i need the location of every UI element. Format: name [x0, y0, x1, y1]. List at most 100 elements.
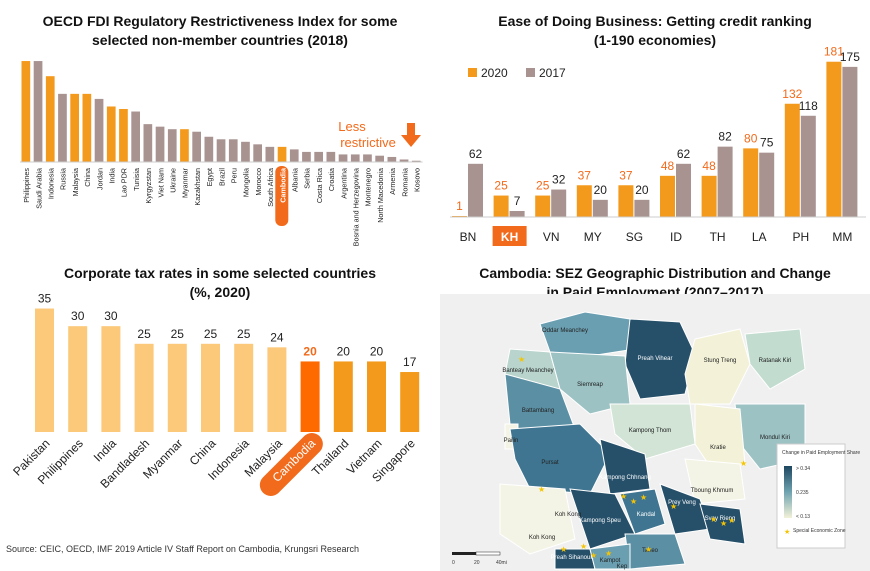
- province-tboung-khmum: [684, 458, 746, 505]
- fdi-bar: [106, 106, 116, 162]
- fdi-chart-panel: OECD FDI Regulatory Restrictiveness Inde…: [0, 0, 440, 262]
- fdi-bar: [45, 76, 55, 162]
- fdi-category-label: Montenegro: [364, 168, 373, 206]
- label-siemreap: Siemreap: [577, 382, 603, 388]
- credit-bar-2017: [634, 199, 650, 217]
- tax-chart-plot: 35Pakistan30Philippines30India25Bandlade…: [10, 292, 420, 497]
- fdi-category-label: North Macedonia: [376, 168, 385, 223]
- tax-value-label: 20: [337, 344, 351, 358]
- fdi-bar: [21, 61, 31, 162]
- credit-value-label: 25: [536, 179, 550, 193]
- fdi-bar: [302, 151, 311, 162]
- sez-star: ★: [640, 493, 647, 502]
- fdi-bar: [94, 98, 104, 162]
- svg-text:< 0.13: < 0.13: [796, 514, 810, 520]
- province-kampong-thom: [609, 403, 696, 460]
- credit-category-label: SG: [626, 230, 643, 244]
- fdi-bar: [228, 139, 238, 162]
- credit-bar-2020: [576, 185, 592, 217]
- tax-value-label: 30: [71, 309, 85, 323]
- province-kampong-chhnang: [599, 438, 651, 495]
- credit-value-label: 20: [594, 183, 608, 197]
- svg-text:Special Economic Zone: Special Economic Zone: [793, 528, 846, 534]
- tax-bar: [134, 343, 154, 432]
- fdi-bar: [326, 151, 336, 162]
- label-koh-kong-1: Koh Kong: [555, 512, 581, 518]
- tax-bar: [300, 361, 320, 432]
- fdi-bar: [82, 93, 92, 162]
- tax-bar: [400, 372, 420, 432]
- label-tboung-khmum: Tboung Khmum: [691, 488, 734, 494]
- credit-bar-2017: [551, 189, 567, 217]
- label-preah-vihear: Preah Vihear: [638, 356, 673, 362]
- credit-category-label: ID: [670, 230, 682, 244]
- tax-chart-title: Corporate tax rates in some selected cou…: [64, 265, 376, 300]
- label-kampong-thom: Kampong Thom: [629, 428, 672, 434]
- credit-highlight-box: [492, 226, 527, 246]
- tax-bar: [35, 308, 54, 432]
- credit-bar-2020: [826, 61, 842, 217]
- fdi-bar: [58, 93, 67, 162]
- fdi-bar: [363, 154, 372, 162]
- fdi-category-label: Tunisia: [132, 168, 141, 191]
- fdi-bar: [350, 154, 360, 162]
- fdi-bar: [131, 111, 140, 162]
- credit-bar-2020: [535, 195, 551, 217]
- label-banteay-meanchey: Banteay Meanchey: [502, 368, 553, 374]
- fdi-bar: [70, 93, 79, 162]
- fdi-bar: [265, 146, 275, 162]
- tax-value-label: 25: [137, 327, 151, 341]
- label-pursat: Pursat: [541, 460, 559, 466]
- credit-bar-2017: [676, 163, 691, 217]
- credit-legend: 2020 2017: [468, 66, 566, 80]
- legend-gradient: [784, 466, 792, 518]
- sez-star: ★: [620, 492, 627, 501]
- credit-value-label: 132: [782, 87, 802, 101]
- tax-value-label: 30: [104, 309, 118, 323]
- fdi-category-label: Kazakhstan: [193, 168, 202, 206]
- credit-category-label: TH: [710, 230, 726, 244]
- credit-value-label: 37: [578, 168, 592, 182]
- credit-category-label: LA: [752, 230, 767, 244]
- province-siemreap: [549, 351, 631, 415]
- fdi-bar: [314, 151, 323, 162]
- credit-bar-2017: [717, 146, 733, 217]
- tax-bar: [367, 361, 386, 432]
- fdi-bar: [143, 124, 153, 162]
- sez-star: ★: [670, 502, 677, 511]
- fdi-bar: [204, 136, 214, 162]
- credit-category-label: MY: [584, 230, 602, 244]
- credit-value-label: 32: [552, 173, 566, 187]
- province-koh-kong: [499, 483, 576, 555]
- svg-text:40mi: 40mi: [496, 560, 507, 566]
- province-svay-rieng: [699, 503, 746, 545]
- tax-value-label: 17: [403, 355, 417, 369]
- tax-value-label: 25: [171, 327, 185, 341]
- tax-bar: [234, 343, 254, 432]
- credit-value-label: 37: [619, 168, 633, 182]
- tax-value-label: 25: [204, 327, 218, 341]
- credit-bar-2020: [743, 148, 759, 217]
- credit-bar-2017: [468, 163, 483, 217]
- fdi-bar: [216, 139, 226, 162]
- sez-star: ★: [590, 551, 597, 560]
- fdi-annotation-less: Less: [338, 119, 366, 134]
- fdi-category-label: Romania: [400, 168, 409, 197]
- credit-value-label: 48: [702, 159, 716, 173]
- credit-value-label: 20: [635, 183, 649, 197]
- credit-bar-2017: [759, 152, 775, 217]
- sez-star: ★: [605, 549, 612, 558]
- fdi-category-label: South Africa: [266, 168, 275, 207]
- tax-value-label: 25: [237, 327, 251, 341]
- map-scale-bar: 0 20 40mi: [452, 551, 507, 566]
- sez-star: ★: [630, 497, 637, 506]
- sez-star: ★: [560, 545, 567, 554]
- svg-text:> 0.34: > 0.34: [796, 466, 810, 472]
- credit-bar-2017: [509, 210, 525, 217]
- label-battambang: Battambang: [522, 408, 554, 414]
- fdi-bar: [155, 126, 165, 162]
- fdi-bar: [289, 149, 299, 162]
- fdi-category-label: Myanmar: [181, 167, 190, 198]
- fdi-bar: [241, 141, 250, 162]
- fdi-bar: [167, 129, 177, 162]
